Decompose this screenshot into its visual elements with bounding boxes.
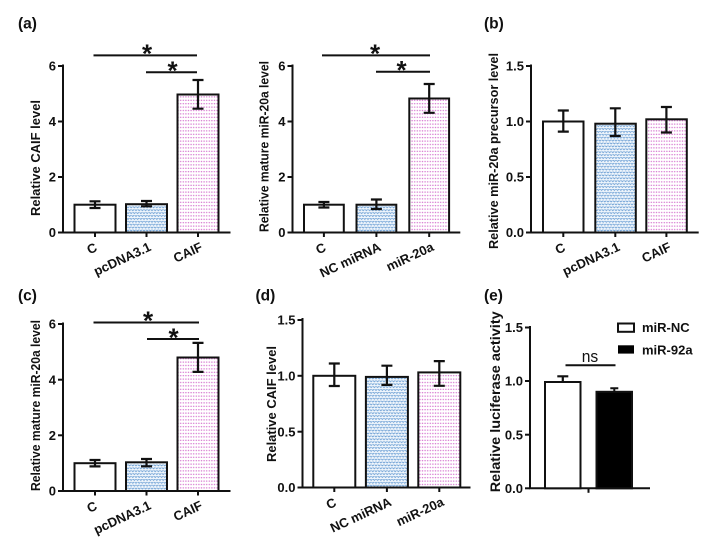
svg-text:0.0: 0.0	[506, 225, 524, 240]
svg-text:(c): (c)	[18, 288, 37, 305]
svg-text:*: *	[143, 306, 154, 336]
svg-text:ns: ns	[582, 347, 599, 366]
svg-text:4: 4	[49, 372, 57, 387]
svg-text:Relative mature miR-20a level: Relative mature miR-20a level	[28, 320, 43, 491]
svg-text:0.0: 0.0	[505, 481, 523, 496]
svg-text:(e): (e)	[484, 288, 503, 305]
svg-text:*: *	[396, 55, 407, 85]
svg-text:1.5: 1.5	[277, 313, 295, 328]
svg-text:6: 6	[278, 59, 285, 74]
svg-text:1.5: 1.5	[505, 320, 523, 335]
svg-text:miR-NC: miR-NC	[642, 320, 690, 335]
svg-text:1.0: 1.0	[505, 374, 523, 389]
svg-text:Relative miR-20a precursor lev: Relative miR-20a precursor level	[486, 53, 501, 249]
svg-text:6: 6	[49, 317, 56, 332]
svg-text:Relative CAIF level: Relative CAIF level	[28, 100, 43, 216]
svg-text:*: *	[168, 323, 179, 353]
svg-text:0.5: 0.5	[506, 170, 524, 185]
svg-text:0.5: 0.5	[505, 427, 523, 442]
svg-text:0.5: 0.5	[277, 424, 295, 439]
svg-text:1.0: 1.0	[277, 369, 295, 384]
svg-text:4: 4	[49, 114, 57, 129]
svg-text:(b): (b)	[484, 16, 504, 33]
svg-text:miR-92a: miR-92a	[642, 343, 693, 358]
svg-text:*: *	[142, 39, 153, 69]
svg-text:1.0: 1.0	[506, 114, 524, 129]
svg-text:0: 0	[278, 225, 285, 240]
svg-text:2: 2	[278, 170, 285, 185]
svg-text:Relative CAIF level: Relative CAIF level	[264, 346, 279, 462]
svg-text:4: 4	[278, 114, 286, 129]
svg-text:0: 0	[49, 484, 56, 499]
svg-text:6: 6	[49, 59, 56, 74]
svg-text:Relative luciferase activity: Relative luciferase activity	[487, 311, 503, 492]
svg-text:(d): (d)	[256, 288, 276, 305]
svg-text:*: *	[167, 56, 178, 86]
svg-text:0.0: 0.0	[277, 480, 295, 495]
svg-text:0: 0	[49, 225, 56, 240]
svg-text:*: *	[370, 39, 381, 69]
svg-text:2: 2	[49, 428, 56, 443]
svg-text:Relative mature miR-20a level: Relative mature miR-20a level	[257, 61, 272, 232]
svg-text:2: 2	[49, 170, 56, 185]
svg-text:1.5: 1.5	[506, 59, 524, 74]
svg-text:(a): (a)	[18, 16, 37, 33]
